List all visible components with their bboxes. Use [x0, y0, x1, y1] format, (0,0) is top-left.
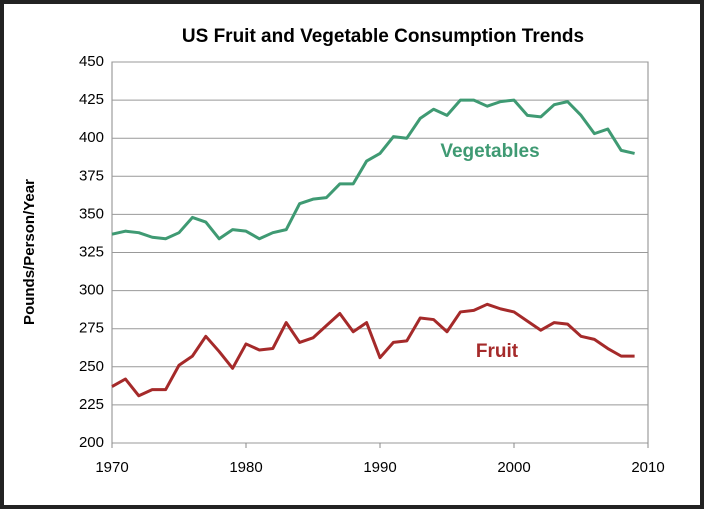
series-line — [111, 302, 635, 398]
y-tick-label: 250 — [79, 358, 104, 375]
y-tick-label: 375 — [79, 167, 104, 184]
y-tick-label: 450 — [79, 53, 104, 70]
x-tick-label: 1990 — [363, 459, 396, 476]
series-label: Vegetables — [440, 141, 539, 162]
y-tick-label: 300 — [79, 282, 104, 299]
y-tick-label: 425 — [79, 91, 104, 108]
y-tick-label: 400 — [79, 129, 104, 146]
series-label: Fruit — [476, 341, 519, 362]
x-tick-label: 1970 — [95, 459, 128, 476]
y-tick-label: 275 — [79, 320, 104, 337]
y-tick-label: 350 — [79, 205, 104, 222]
y-axis-label: Pounds/Person/Year — [21, 179, 38, 325]
x-tick-label: 2000 — [497, 459, 530, 476]
x-tick-label: 1980 — [229, 459, 262, 476]
x-tick-label: 2010 — [631, 459, 664, 476]
y-tick-label: 325 — [79, 243, 104, 260]
y-tick-label: 200 — [79, 434, 104, 451]
y-tick-label: 225 — [79, 396, 104, 413]
chart-title: US Fruit and Vegetable Consumption Trend… — [182, 26, 584, 47]
series-line — [111, 98, 635, 241]
